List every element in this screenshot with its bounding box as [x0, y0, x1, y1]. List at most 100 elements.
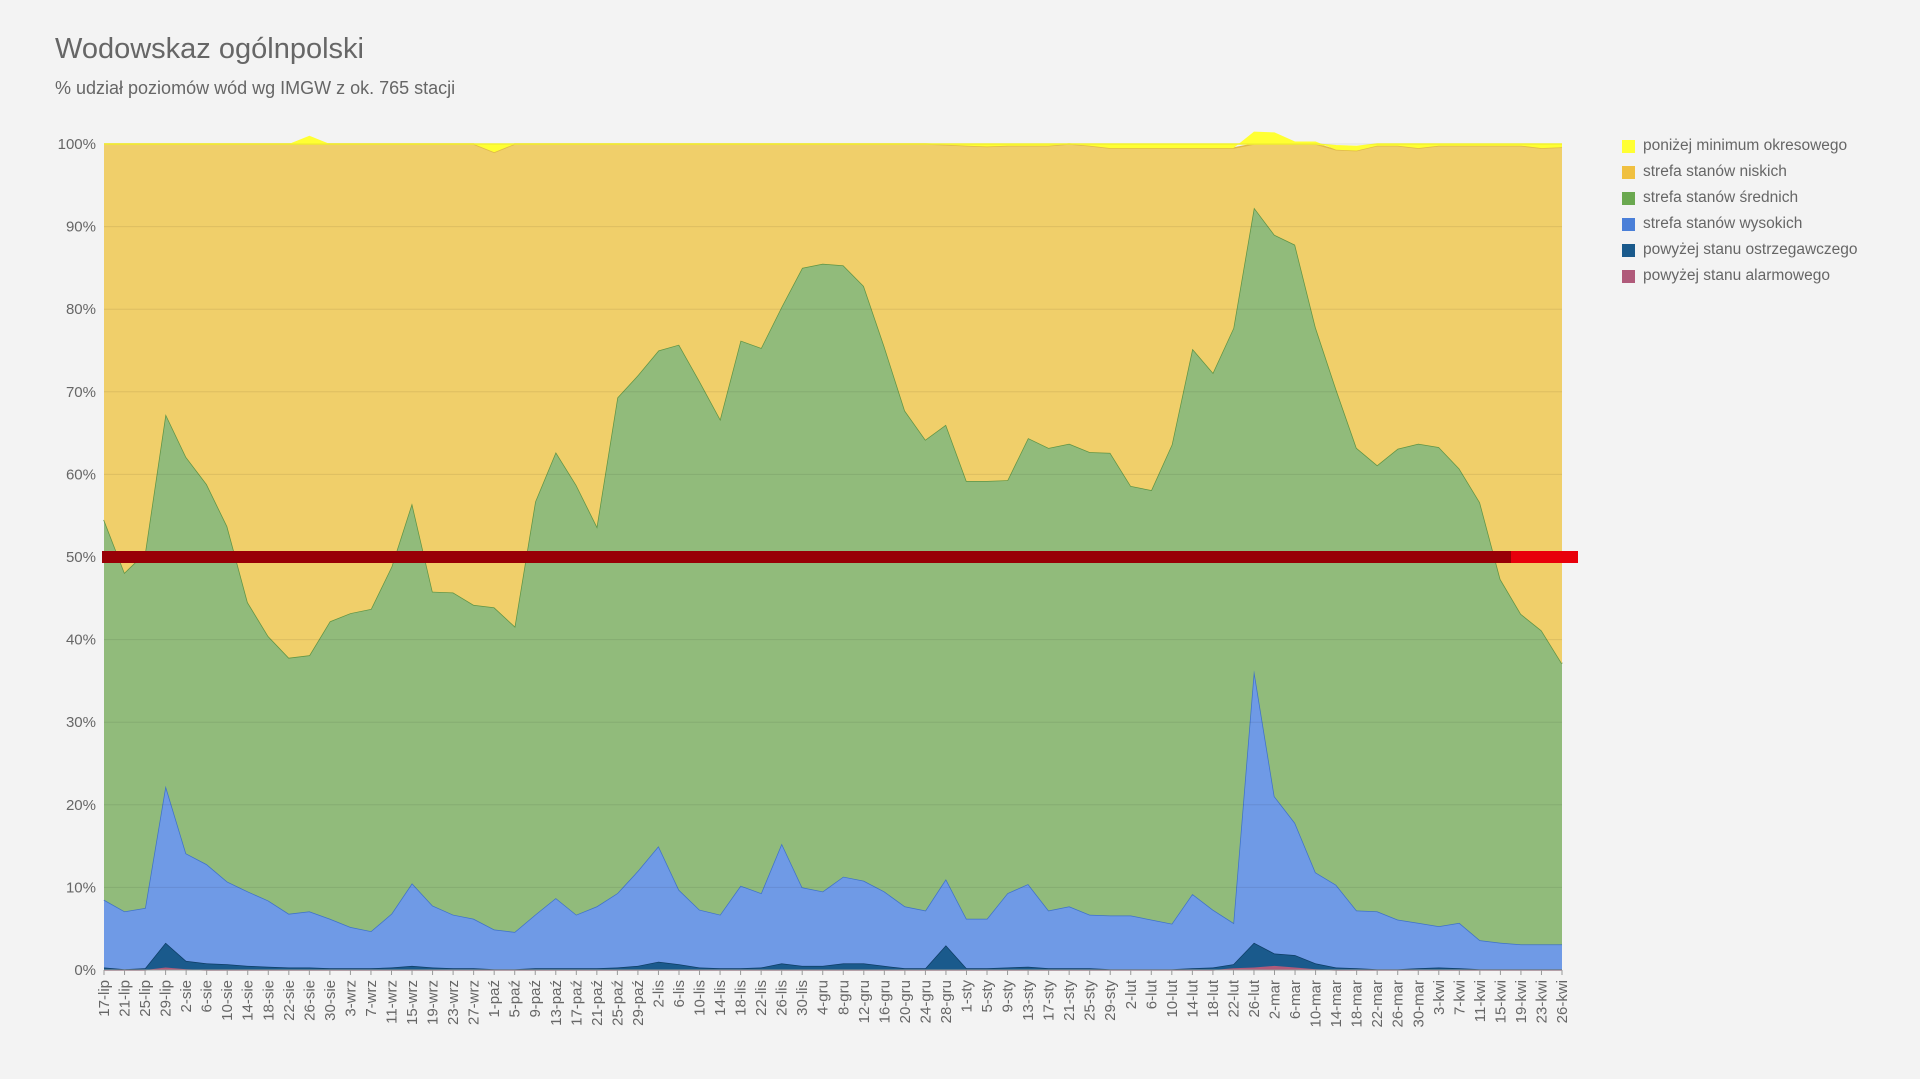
- legend-swatch: [1622, 139, 1635, 153]
- legend-item[interactable]: strefa stanów niskich: [1622, 159, 1858, 185]
- x-tick-label: 22-sie: [281, 980, 298, 1021]
- x-tick-label: 9-sty: [1000, 980, 1017, 1013]
- x-tick-label: 12-gru: [856, 980, 873, 1023]
- x-tick-label: 30-mar: [1410, 980, 1427, 1028]
- series-area-3: [104, 207, 1562, 945]
- x-tick-label: 29-sty: [1102, 980, 1119, 1021]
- legend-swatch: [1622, 269, 1635, 283]
- legend-item[interactable]: powyżej stanu alarmowego: [1622, 263, 1858, 289]
- x-tick-label: 6-lis: [671, 980, 688, 1008]
- x-tick-label: 7-kwi: [1451, 980, 1468, 1015]
- x-tick-label: 30-sie: [322, 980, 339, 1021]
- series-area-5: [104, 131, 1562, 153]
- reference-line-50: [102, 551, 1578, 563]
- x-tick-label: 2-mar: [1267, 980, 1284, 1019]
- y-tick-label: 60%: [66, 466, 96, 483]
- chart-legend: poniżej minimum okresowego strefa stanów …: [1622, 133, 1858, 289]
- x-tick-label: 25-paź: [609, 980, 626, 1026]
- y-tick-label: 50%: [66, 549, 96, 566]
- x-tick-label: 29-lip: [158, 980, 175, 1017]
- x-tick-label: 26-mar: [1390, 980, 1407, 1028]
- x-tick-label: 30-lis: [794, 980, 811, 1016]
- x-tick-label: 17-sty: [1041, 980, 1058, 1021]
- x-tick-label: 18-mar: [1349, 980, 1366, 1028]
- x-tick-label: 27-wrz: [466, 980, 483, 1025]
- x-tick-label: 22-mar: [1369, 980, 1386, 1028]
- y-tick-label: 90%: [66, 219, 96, 236]
- series-area-1: [104, 942, 1562, 970]
- x-tick-label: 25-lip: [137, 980, 154, 1017]
- legend-label: poniżej minimum okresowego: [1643, 137, 1848, 154]
- legend-label: strefa stanów wysokich: [1643, 215, 1803, 232]
- x-tick-label: 10-lut: [1164, 979, 1181, 1017]
- x-tick-label: 9-paź: [527, 980, 544, 1018]
- legend-label: powyżej stanu ostrzegawczego: [1643, 241, 1858, 258]
- x-tick-label: 3-wrz: [342, 980, 359, 1017]
- x-tick-label: 4-gru: [815, 980, 832, 1015]
- series-line-5: [104, 143, 1562, 148]
- x-tick-label: 15-kwi: [1492, 980, 1509, 1023]
- x-tick-label: 7-wrz: [363, 980, 380, 1017]
- x-tick-label: 2-sie: [178, 980, 195, 1013]
- y-tick-label: 100%: [58, 136, 96, 153]
- x-tick-label: 28-gru: [938, 980, 955, 1023]
- x-tick-label: 15-wrz: [404, 980, 421, 1025]
- legend-item[interactable]: powyżej stanu ostrzegawczego: [1622, 237, 1858, 263]
- x-tick-label: 19-kwi: [1513, 980, 1530, 1023]
- x-tick-label: 10-sie: [219, 980, 236, 1021]
- x-tick-label: 14-lut: [1184, 979, 1201, 1017]
- x-tick-label: 19-wrz: [425, 980, 442, 1025]
- y-tick-label: 20%: [66, 797, 96, 814]
- x-tick-label: 11-kwi: [1472, 980, 1489, 1022]
- x-tick-label: 10-mar: [1308, 980, 1325, 1028]
- legend-swatch: [1622, 191, 1635, 205]
- x-tick-label: 14-mar: [1328, 980, 1345, 1028]
- x-tick-label: 3-kwi: [1431, 980, 1448, 1015]
- x-tick-label: 29-paź: [630, 980, 647, 1026]
- x-tick-label: 1-sty: [959, 980, 976, 1013]
- x-tick-label: 14-lis: [712, 980, 729, 1016]
- x-tick-label: 18-sie: [260, 980, 277, 1021]
- y-tick-label: 0%: [74, 962, 96, 979]
- legend-swatch: [1622, 217, 1635, 231]
- x-tick-label: 1-paź: [486, 980, 503, 1018]
- x-tick-label: 2-lis: [651, 980, 668, 1008]
- x-tick-label: 17-paź: [568, 980, 585, 1026]
- legend-swatch: [1622, 243, 1635, 257]
- series-area-0: [104, 965, 1562, 970]
- chart-subtitle: % udział poziomów wód wg IMGW z ok. 765 …: [55, 78, 456, 98]
- y-tick-label: 40%: [66, 632, 96, 649]
- y-tick-label: 70%: [66, 384, 96, 401]
- legend-label: strefa stanów niskich: [1643, 163, 1787, 180]
- x-tick-label: 5-paź: [507, 980, 524, 1018]
- x-tick-label: 14-sie: [240, 980, 257, 1021]
- x-tick-label: 18-lut: [1205, 979, 1222, 1017]
- x-tick-label: 16-gru: [876, 980, 893, 1023]
- y-tick-label: 30%: [66, 714, 96, 731]
- x-tick-label: 26-lis: [774, 980, 791, 1016]
- x-tick-label: 23-kwi: [1534, 980, 1551, 1023]
- chart-title: Wodowskaz ogólnpolski: [55, 33, 364, 65]
- x-tick-label: 13-paź: [548, 980, 565, 1026]
- x-tick-label: 17-lip: [96, 980, 113, 1017]
- legend-label: powyżej stanu alarmowego: [1643, 267, 1830, 284]
- x-tick-label: 18-lis: [733, 980, 750, 1016]
- x-tick-label: 11-wrz: [384, 980, 401, 1024]
- x-tick-label: 26-lut: [1246, 979, 1263, 1017]
- x-tick-label: 21-sty: [1061, 980, 1078, 1021]
- x-tick-label: 2-lut: [1123, 979, 1140, 1009]
- legend-item[interactable]: poniżej minimum okresowego: [1622, 133, 1858, 159]
- y-tick-label: 10%: [66, 879, 96, 896]
- x-tick-label: 25-sty: [1082, 980, 1099, 1021]
- x-tick-label: 6-lut: [1143, 979, 1160, 1009]
- x-tick-label: 8-gru: [835, 980, 852, 1015]
- legend-item[interactable]: strefa stanów wysokich: [1622, 211, 1858, 237]
- x-tick-label: 10-lis: [692, 980, 709, 1016]
- x-tick-label: 21-lip: [117, 980, 134, 1017]
- legend-item[interactable]: strefa stanów średnich: [1622, 185, 1858, 211]
- x-tick-label: 20-gru: [897, 980, 914, 1023]
- series-area-2: [104, 670, 1562, 970]
- y-tick-label: 80%: [66, 301, 96, 318]
- x-tick-label: 26-kwi: [1554, 980, 1571, 1023]
